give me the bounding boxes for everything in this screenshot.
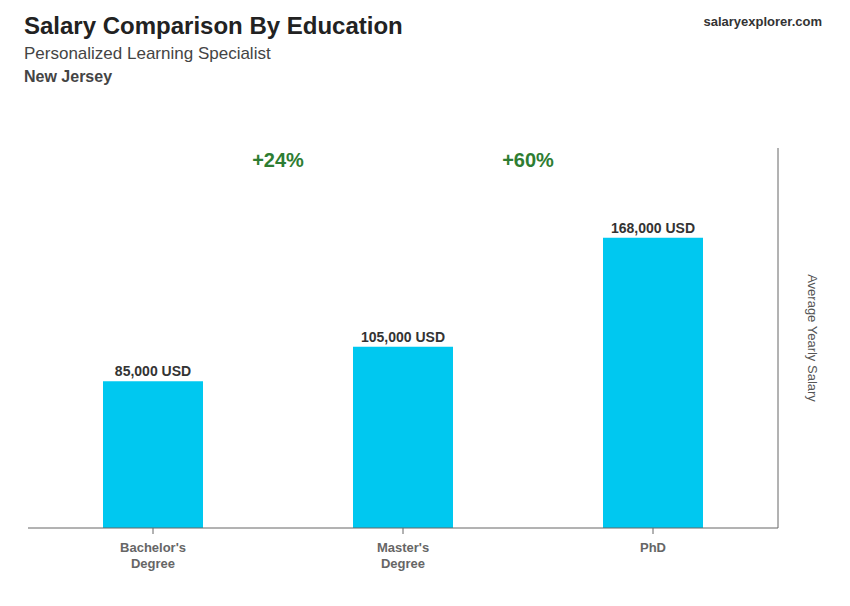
svg-text:105,000 USD: 105,000 USD [361,329,445,345]
html-text:Personalized Learning Speciali: Personalized Learning Specialist [24,44,271,63]
svg-text:Average Yearly Salary: Average Yearly Salary [805,274,820,402]
svg-text:+24%: +24% [252,149,304,171]
svg-text:+60%: +60% [502,149,554,171]
html-text:Salary Comparison By Education: Salary Comparison By Education [24,12,403,39]
html-text:New Jersey: New Jersey [24,68,113,85]
svg-text:Bachelor'sDegree: Bachelor'sDegree [120,540,186,571]
svg-text:PhD: PhD [640,540,666,555]
svg-text:85,000 USD: 85,000 USD [115,363,191,379]
html-text:salaryexplorer.com: salaryexplorer.com [703,14,822,29]
svg-text:168,000 USD: 168,000 USD [611,220,695,236]
svg-text:Master'sDegree: Master'sDegree [377,540,429,571]
